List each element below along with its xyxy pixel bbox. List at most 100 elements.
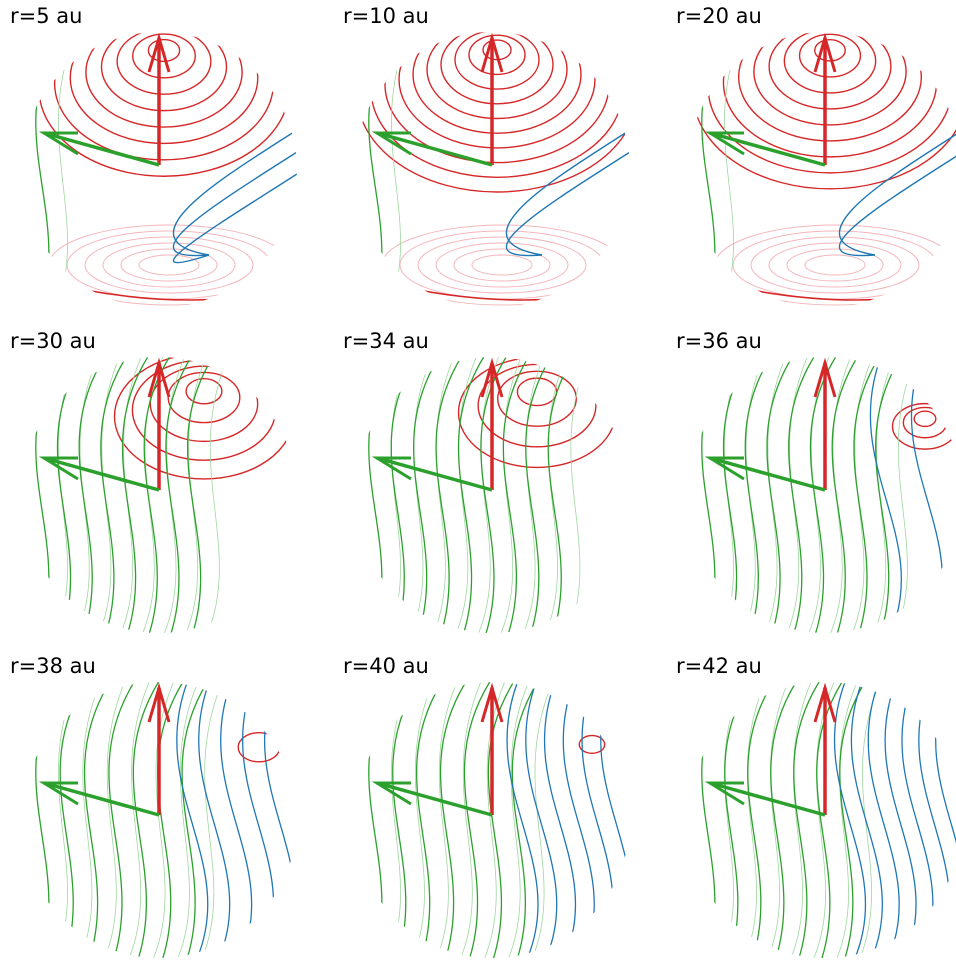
blue-contour [902, 682, 933, 958]
green-contour [188, 357, 213, 633]
panel-label: r=20 au [676, 4, 762, 28]
back-contour [418, 237, 586, 293]
panel-6: r=36 au [666, 325, 956, 643]
green-contour-back [524, 357, 544, 633]
green-contour [369, 32, 394, 308]
green-contour [436, 357, 461, 633]
panel-3: r=20 au [666, 0, 956, 318]
sphere-diagram [0, 325, 318, 643]
green-contour-back [831, 357, 851, 633]
green-contour [817, 682, 842, 958]
blue-contour [199, 682, 230, 958]
green-contour [60, 682, 85, 958]
green-contour [548, 357, 573, 633]
blue-contour [601, 682, 632, 958]
green-contour [79, 357, 104, 633]
blue-contour [265, 682, 296, 958]
blue-contour [173, 174, 297, 263]
panel-label: r=38 au [10, 654, 96, 678]
green-contour-back [533, 682, 553, 958]
green-contour-back [389, 357, 409, 633]
back-contour [751, 237, 919, 293]
green-contour [36, 682, 61, 958]
green-contour-back [546, 357, 566, 633]
green-arrow [44, 133, 159, 165]
red-contour [769, 24, 891, 109]
blue-contour [526, 682, 557, 958]
red-contour [705, 280, 925, 300]
green-contour [391, 357, 416, 633]
back-contour [436, 243, 568, 287]
green-contour [526, 357, 551, 633]
panel-label: r=36 au [676, 329, 762, 353]
panel-9: r=42 au [666, 650, 956, 968]
back-contour [85, 237, 253, 293]
sphere-diagram [666, 325, 956, 643]
green-contour-back [411, 357, 431, 633]
blue-contour [839, 130, 956, 255]
green-contour [771, 682, 796, 958]
sphere-diagram [666, 650, 956, 968]
green-contour [794, 682, 819, 958]
blue-contour [563, 682, 594, 958]
panel-5: r=34 au [333, 325, 651, 643]
green-contour [36, 32, 61, 308]
panel-4: r=30 au [0, 325, 318, 643]
panel-label: r=42 au [676, 654, 762, 678]
blue-contour [177, 682, 208, 958]
panel-7: r=38 au [0, 650, 318, 968]
red-contour [441, 25, 553, 103]
green-contour [854, 357, 879, 633]
blue-contour [885, 682, 916, 958]
green-contour [166, 357, 191, 633]
panel-label: r=34 au [343, 329, 429, 353]
back-contour [103, 243, 235, 287]
green-contour [414, 357, 439, 633]
blue-contour [936, 682, 956, 958]
blue-contour [870, 357, 901, 633]
green-contour-back [568, 357, 588, 633]
green-contour-back [501, 357, 521, 633]
green-contour [36, 357, 61, 633]
green-contour [702, 357, 727, 633]
green-contour-back [99, 357, 119, 633]
back-contour [139, 255, 199, 275]
green-contour [810, 357, 835, 633]
green-contour [767, 357, 792, 633]
red-contour [372, 280, 592, 300]
panel-8: r=40 au [333, 650, 651, 968]
blue-contour [243, 682, 274, 958]
green-contour-back [56, 357, 76, 633]
green-contour-back [434, 357, 454, 633]
red-contour [903, 407, 946, 437]
panel-label: r=10 au [343, 4, 429, 28]
panel-label: r=40 au [343, 654, 429, 678]
back-contour [805, 255, 865, 275]
green-contour [182, 682, 207, 958]
green-contour [789, 357, 814, 633]
sphere-diagram [333, 650, 651, 968]
green-contour [133, 682, 158, 958]
green-contour-back [744, 357, 764, 633]
green-contour [876, 357, 901, 633]
blue-contour [919, 682, 950, 958]
red-contour [102, 23, 227, 111]
green-contour [85, 682, 110, 958]
sphere-diagram [333, 0, 651, 318]
green-contour-back [722, 357, 742, 633]
back-contour [67, 231, 271, 299]
green-contour [458, 357, 483, 633]
blue-contour [868, 682, 899, 958]
green-contour-back [202, 682, 222, 958]
red-contour [517, 378, 556, 405]
green-contour-back [78, 357, 98, 633]
green-contour [123, 357, 148, 633]
red-contour [238, 733, 280, 762]
green-contour [109, 682, 134, 958]
green-contour [832, 357, 857, 633]
green-contour [101, 357, 126, 633]
green-contour [503, 357, 528, 633]
green-contour [144, 357, 169, 633]
back-contour [769, 243, 901, 287]
